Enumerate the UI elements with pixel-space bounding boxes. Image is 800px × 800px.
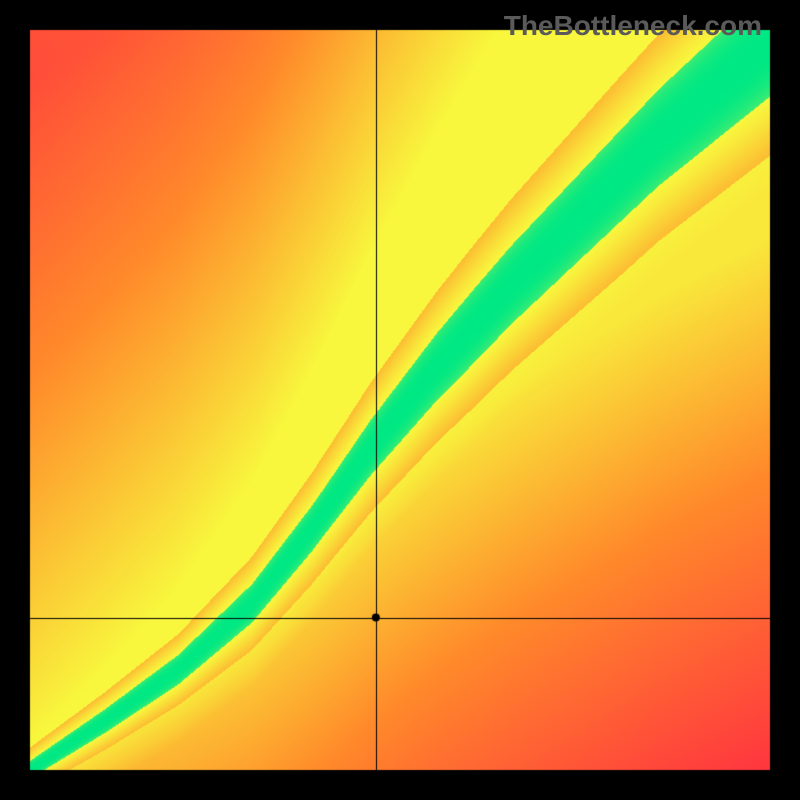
heatmap-canvas <box>0 0 800 800</box>
chart-container: TheBottleneck.com <box>0 0 800 800</box>
